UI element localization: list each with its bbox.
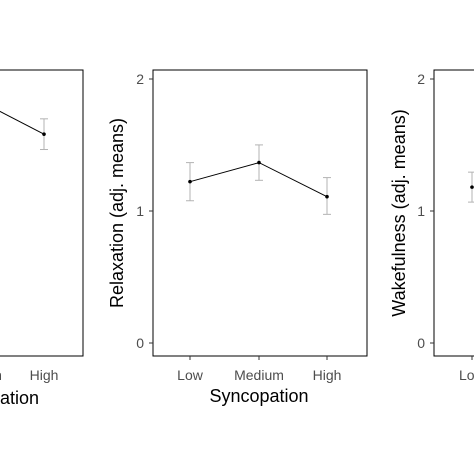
left-x-tick-label-0: n xyxy=(0,367,2,383)
middle-x-tick-label-1: Medium xyxy=(234,367,284,383)
left-x-axis-title: ation xyxy=(0,388,39,408)
left-panel: n High ation xyxy=(0,69,84,408)
middle-panel-frame xyxy=(152,69,368,357)
middle-y-axis-title: Relaxation (adj. means) xyxy=(107,118,127,308)
right-y-tick-label-0: 0 xyxy=(417,335,425,351)
middle-data-point-1 xyxy=(257,160,261,165)
left-x-tick-label-1: High xyxy=(30,367,59,383)
left-series-line xyxy=(0,110,45,135)
left-panel-marks xyxy=(0,110,48,151)
middle-y-tick-label-1: 1 xyxy=(136,203,144,219)
left-data-point-1 xyxy=(42,132,46,136)
middle-x-tick-label-0: Low xyxy=(177,367,204,383)
middle-y-tick-label-0: 0 xyxy=(136,335,144,351)
left-panel-frame xyxy=(0,69,84,357)
middle-panel: 2 1 0 Low Medium High Syncopation Relaxa… xyxy=(107,69,368,406)
right-y-tick-label-1: 1 xyxy=(417,203,425,219)
right-data-point-0 xyxy=(470,185,474,189)
middle-panel-marks xyxy=(186,144,331,215)
right-panel-frame xyxy=(433,69,474,357)
right-y-axis-title: Wakefulness (adj. means) xyxy=(389,109,409,316)
middle-x-axis-title: Syncopation xyxy=(209,386,308,406)
right-y-tick-label-2: 2 xyxy=(417,71,425,87)
right-x-tick-label-0: Lo xyxy=(459,367,474,383)
middle-y-tick-label-2: 2 xyxy=(136,71,144,87)
middle-x-tick-label-2: High xyxy=(313,367,342,383)
right-panel: 2 1 0 Lo Wakefulness (adj. means) xyxy=(389,69,474,383)
right-panel-marks xyxy=(468,171,474,203)
middle-data-point-0 xyxy=(188,179,192,184)
middle-data-point-2 xyxy=(325,194,329,199)
